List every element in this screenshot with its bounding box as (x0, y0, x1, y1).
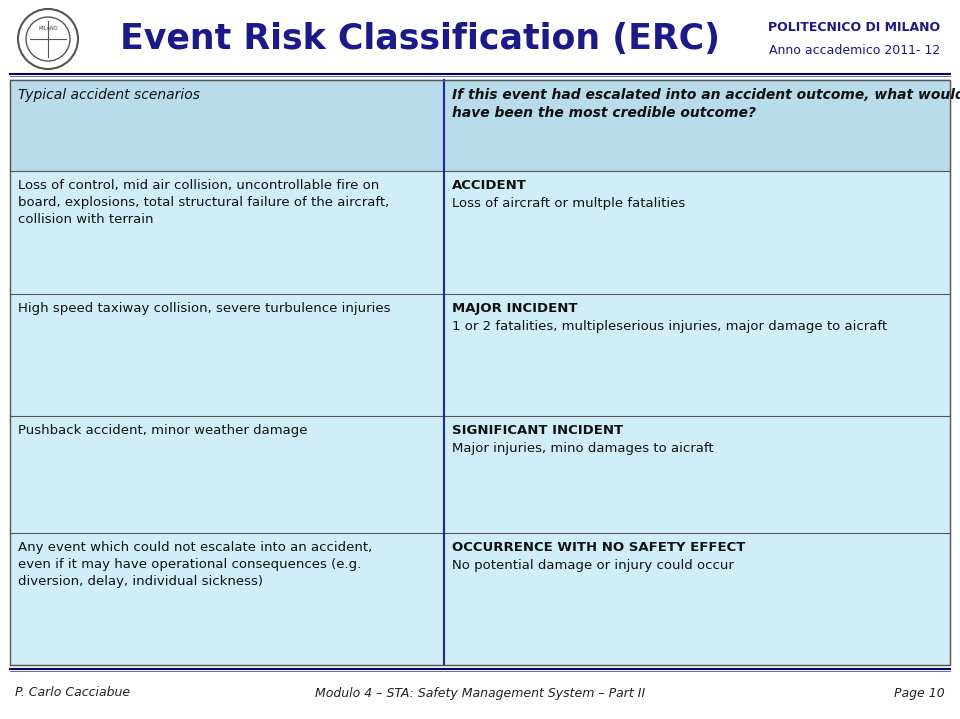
Text: MILANO: MILANO (38, 27, 58, 32)
Text: Typical accident scenarios: Typical accident scenarios (18, 88, 200, 102)
Text: MAJOR INCIDENT: MAJOR INCIDENT (452, 301, 578, 314)
Text: 1 or 2 fatalities, multipleserious injuries, major damage to aicraft: 1 or 2 fatalities, multipleserious injur… (452, 319, 887, 332)
Text: ACCIDENT: ACCIDENT (452, 179, 527, 192)
Text: Page 10: Page 10 (895, 687, 945, 700)
Text: Pushback accident, minor weather damage: Pushback accident, minor weather damage (18, 424, 307, 437)
Text: Any event which could not escalate into an accident,
even if it may have operati: Any event which could not escalate into … (18, 541, 372, 588)
Text: No potential damage or injury could occur: No potential damage or injury could occu… (452, 559, 734, 572)
Text: High speed taxiway collision, severe turbulence injuries: High speed taxiway collision, severe tur… (18, 301, 391, 314)
Text: Anno accademico 2011- 12: Anno accademico 2011- 12 (769, 44, 940, 58)
Bar (10, 80, 950, 665)
Text: Loss of aircraft or multple fatalities: Loss of aircraft or multple fatalities (452, 197, 685, 210)
Bar (0, 0, 960, 78)
Text: Event Risk Classification (ERC): Event Risk Classification (ERC) (120, 22, 720, 56)
Text: Modulo 4 – STA: Safety Management System – Part II: Modulo 4 – STA: Safety Management System… (315, 687, 645, 700)
Text: Major injuries, mino damages to aicraft: Major injuries, mino damages to aicraft (452, 442, 714, 455)
Text: OCCURRENCE WITH NO SAFETY EFFECT: OCCURRENCE WITH NO SAFETY EFFECT (452, 541, 746, 554)
Text: POLITECNICO DI MILANO: POLITECNICO DI MILANO (768, 21, 940, 34)
Text: Loss of control, mid air collision, uncontrollable fire on
board, explosions, to: Loss of control, mid air collision, unco… (18, 179, 389, 226)
Bar (10, 80, 950, 665)
Bar (0, 667, 960, 719)
Text: P. Carlo Cacciabue: P. Carlo Cacciabue (15, 687, 131, 700)
Bar (10, 80, 950, 170)
Text: If this event had escalated into an accident outcome, what would
have been the m: If this event had escalated into an acci… (452, 88, 960, 120)
Text: SIGNIFICANT INCIDENT: SIGNIFICANT INCIDENT (452, 424, 623, 437)
